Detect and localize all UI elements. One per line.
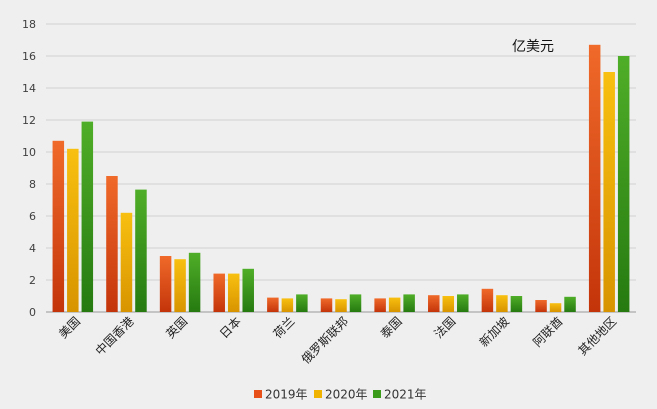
legend-label: 2021年	[384, 388, 427, 402]
y-tick-label: 10	[22, 146, 36, 159]
bar-2020年-俄罗斯联邦	[335, 299, 347, 312]
bar-2020年-阿联酋	[549, 303, 562, 312]
bar-2019年-美国	[52, 140, 65, 312]
bar-2021年-泰国	[403, 294, 415, 312]
bar-2021年-美国	[81, 121, 94, 312]
legend-swatch-2020年	[314, 390, 322, 398]
bar-2021年-中国香港	[135, 189, 147, 312]
bar-2019年-新加坡	[481, 288, 494, 312]
y-tick-label: 18	[22, 18, 36, 31]
bar-2020年-英国	[174, 259, 186, 312]
bar-2019年-其他地区	[588, 44, 601, 313]
bars	[52, 44, 630, 313]
bar-2020年-日本	[227, 273, 240, 312]
bar-2020年-法国	[442, 296, 455, 312]
bar-2020年-泰国	[388, 297, 401, 312]
y-tick-label: 14	[22, 82, 36, 95]
bar-2021年-阿联酋	[564, 296, 576, 312]
bar-2021年-日本	[242, 268, 254, 312]
y-axis-tick-labels: 0 2 4 6 8 10 12 14 16 18	[22, 18, 36, 319]
bar-2019年-荷兰	[267, 297, 279, 312]
legend-swatch-2021年	[373, 390, 381, 398]
legend-swatch-2019年	[254, 390, 262, 398]
bar-2020年-其他地区	[603, 72, 615, 312]
y-tick-label: 16	[22, 50, 36, 63]
bar-2021年-其他地区	[617, 56, 630, 312]
bar-2021年-荷兰	[296, 294, 308, 312]
bar-2021年-法国	[457, 294, 469, 312]
bar-2019年-泰国	[374, 298, 386, 312]
bar-2019年-俄罗斯联邦	[320, 298, 333, 312]
y-tick-label: 0	[29, 306, 36, 319]
y-tick-label: 2	[29, 274, 36, 287]
legend-label: 2019年	[265, 388, 308, 402]
bar-2019年-日本	[213, 273, 225, 312]
legend-label: 2020年	[325, 388, 368, 402]
y-tick-label: 6	[29, 210, 36, 223]
legend: 2019年 2020年 2021年	[254, 388, 427, 402]
y-tick-label: 4	[29, 242, 36, 255]
bar-2020年-美国	[67, 148, 79, 312]
bar-2020年-荷兰	[281, 298, 294, 312]
bar-2019年-英国	[159, 256, 172, 312]
bar-2021年-俄罗斯联邦	[349, 294, 362, 312]
bar-2019年-阿联酋	[535, 300, 547, 312]
bar-2021年-英国	[188, 252, 201, 312]
y-tick-label: 12	[22, 114, 36, 127]
y-tick-label: 8	[29, 178, 36, 191]
bar-2019年-法国	[428, 295, 440, 312]
bar-2020年-中国香港	[120, 212, 133, 312]
bar-2021年-新加坡	[510, 296, 523, 312]
unit-annotation: 亿美元	[512, 39, 554, 55]
bar-2019年-中国香港	[106, 176, 118, 312]
bar-2020年-新加坡	[496, 295, 508, 312]
